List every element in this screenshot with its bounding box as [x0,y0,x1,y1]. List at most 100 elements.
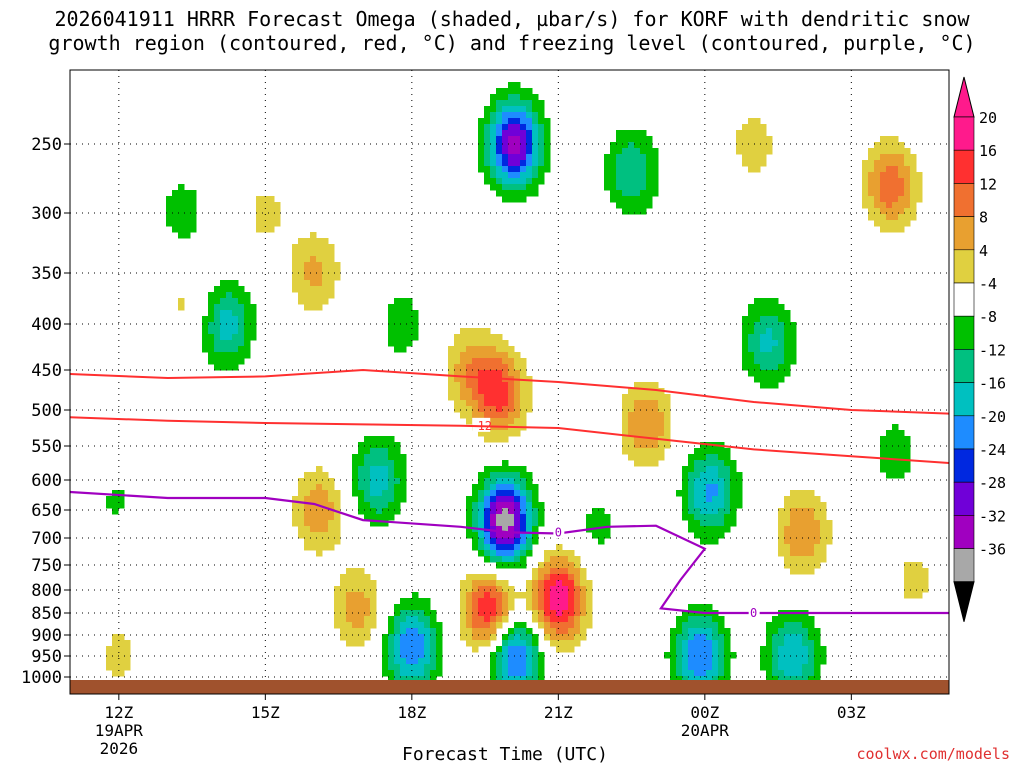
omega-cell [682,502,689,509]
omega-cell [514,556,521,563]
omega-cell [358,454,365,461]
omega-cell [640,142,647,149]
omega-cell [466,574,473,581]
omega-cell [514,478,521,485]
omega-cell [724,526,731,533]
omega-cell [358,634,365,641]
credit-link[interactable]: coolwx.com/models [856,745,1010,763]
y-axis: 2503003504004505005506006507007508008509… [21,135,70,688]
omega-cell [466,616,473,623]
omega-cell [790,670,797,677]
omega-cell [520,160,527,167]
omega-cell [784,340,791,347]
omega-cell [640,178,647,185]
omega-cell [214,322,221,329]
omega-cell [538,130,545,137]
omega-cell [412,646,419,653]
omega-cell [646,406,653,413]
omega-cell [520,94,527,101]
omega-cell [334,514,341,521]
omega-cell [562,640,569,647]
omega-cell [772,310,779,317]
omega-cell [484,556,491,563]
omega-cell [466,514,473,521]
omega-cell [508,154,515,161]
omega-cell [220,316,227,323]
omega-cell [634,130,641,137]
omega-cell [478,520,485,527]
omega-cell [772,664,779,671]
omega-cell [370,436,377,443]
omega-cell [898,208,905,215]
omega-cell [688,520,695,527]
omega-cell [466,496,473,503]
omega-cell [538,166,545,173]
omega-cell [700,634,707,641]
omega-cell [634,202,641,209]
omega-cell [478,328,485,335]
omega-cell [658,394,665,401]
omega-cell [514,412,521,419]
omega-cell [514,400,521,407]
omega-cell [538,598,545,605]
omega-cell [556,610,563,617]
omega-cell [490,148,497,155]
omega-cell [628,142,635,149]
omega-cell [556,562,563,569]
omega-cell [880,142,887,149]
omega-cell [700,526,707,533]
omega-cell [874,220,881,227]
omega-cell [706,490,713,497]
omega-cell [652,394,659,401]
omega-cell [316,304,323,311]
omega-cell [490,574,497,581]
omega-cell [568,616,575,623]
omega-cell [370,484,377,491]
omega-cell [238,322,245,329]
omega-cell [466,628,473,635]
omega-cell [478,544,485,551]
omega-cell [484,400,491,407]
omega-cell [808,622,815,629]
omega-cell [730,478,737,485]
omega-cell [694,502,701,509]
omega-cell [550,568,557,575]
omega-cell [628,406,635,413]
omega-cell [640,412,647,419]
omega-cell [730,460,737,467]
omega-cell [706,670,713,677]
omega-cell [466,640,473,647]
omega-cell [742,340,749,347]
omega-cell [340,610,347,617]
omega-cell [388,658,395,665]
omega-cell [796,646,803,653]
omega-cell [490,658,497,665]
omega-cell [460,376,467,383]
omega-cell [784,640,791,647]
omega-cell [742,334,749,341]
omega-cell [238,316,245,323]
omega-cell [292,496,299,503]
omega-cell [400,460,407,467]
omega-cell [316,538,323,545]
omega-cell [700,484,707,491]
omega-cell [352,568,359,575]
omega-cell [652,424,659,431]
omega-cell [766,676,773,683]
omega-cell [418,628,425,635]
omega-cell [778,550,785,557]
omega-cell [898,160,905,167]
omega-cell [886,178,893,185]
omega-cell [766,334,773,341]
omega-cell [640,406,647,413]
omega-cell [604,526,611,533]
omega-cell [796,634,803,641]
omega-cell [910,172,917,179]
omega-cell [688,622,695,629]
omega-cell [304,544,311,551]
colorbar-bin [953,315,975,350]
omega-cell [640,454,647,461]
omega-cell [520,406,527,413]
omega-cell [652,166,659,173]
omega-cell [358,574,365,581]
